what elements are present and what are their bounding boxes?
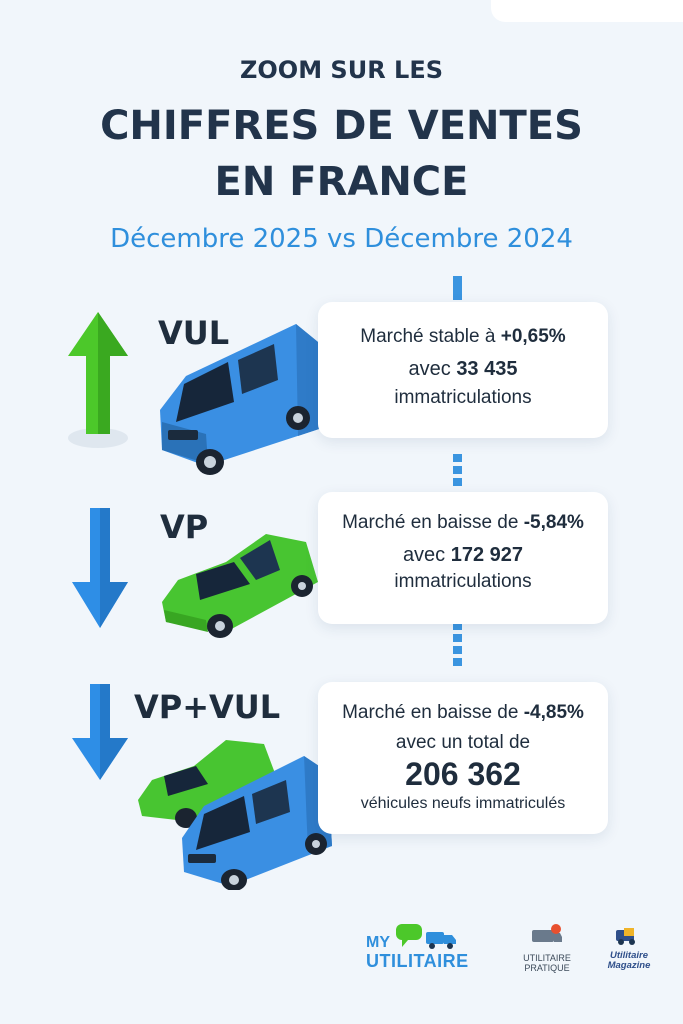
stat-prefix: avec	[402, 544, 451, 566]
stat-percent: +0,65%	[500, 326, 566, 347]
page-title: CHIFFRES DE VENTES EN FRANCE	[0, 98, 683, 210]
stat-card-vp-vul: Marché en baisse de -4,85% avec un total…	[318, 682, 608, 834]
arrow-up-icon	[68, 312, 128, 448]
timeline-dashes	[453, 276, 463, 696]
van-badge-icon	[532, 924, 562, 942]
van-icon	[160, 324, 322, 475]
title-line-2: EN FRANCE	[214, 159, 469, 205]
corner-card	[491, 0, 683, 22]
stat-prefix: avec	[408, 358, 457, 380]
stat-line-1: Marché en baisse de -4,85%	[318, 702, 608, 724]
title-line-1: CHIFFRES DE VENTES	[100, 103, 583, 149]
stat-percent: -5,84%	[523, 512, 584, 533]
stat-line-2: avec 172 927	[318, 544, 608, 567]
stat-card-vul: Marché stable à +0,65% avec 33 435 immat…	[318, 302, 608, 438]
my-utilitaire-logo: MY UTILITAIRE	[366, 922, 490, 972]
stat-total: 206 362	[405, 756, 521, 792]
truck-icon	[426, 932, 456, 949]
section-label-vp: VP	[160, 508, 209, 546]
section-label-vp-vul: VP+VUL	[134, 688, 281, 726]
stat-prefix: Marché en baisse de	[342, 702, 524, 723]
stat-prefix: Marché en baisse de	[342, 512, 524, 533]
logo-magazine-line-1: Utilitaire	[609, 950, 648, 961]
car-and-van-icon	[138, 740, 332, 890]
stat-line-3: immatriculations	[394, 571, 532, 592]
section-label-vul: VUL	[158, 314, 230, 352]
chat-bubble-icon	[396, 924, 422, 947]
stat-line-3: immatriculations	[394, 387, 532, 408]
stat-line-3: véhicules neufs immatriculés	[360, 795, 566, 812]
logo-my-text: MY	[366, 934, 390, 951]
logo-magazine-line-2: Magazine	[607, 960, 651, 971]
utilitaire-pratique-logo: UTILITAIRE PRATIQUE	[519, 924, 575, 973]
logo-pratique-line-2: PRATIQUE	[524, 963, 570, 973]
stat-card-vp: Marché en baisse de -5,84% avec 172 927 …	[318, 492, 608, 624]
kicker-text: ZOOM SUR LES	[239, 56, 444, 84]
stat-line-2: avec un total de	[395, 732, 531, 753]
stat-percent: -4,85%	[523, 702, 584, 723]
utilitaire-magazine-logo: Utilitaire Magazine	[600, 926, 658, 971]
stat-line-1: Marché en baisse de -5,84%	[318, 512, 608, 534]
stat-line-2: avec 33 435	[318, 358, 608, 381]
stat-prefix: Marché stable à	[360, 326, 501, 347]
arrow-down-icon	[72, 684, 128, 780]
arrow-down-icon	[72, 508, 128, 628]
logo-pratique-line-1: UTILITAIRE	[523, 953, 571, 963]
stat-count: 172 927	[450, 544, 524, 566]
stat-count: 33 435	[456, 358, 518, 380]
van-badge-icon	[616, 928, 635, 945]
page-subtitle: Décembre 2025 vs Décembre 2024	[110, 224, 573, 254]
stat-line-1: Marché stable à +0,65%	[318, 326, 608, 348]
logo-utilitaire-text: UTILITAIRE	[366, 951, 469, 971]
car-icon	[162, 534, 318, 638]
